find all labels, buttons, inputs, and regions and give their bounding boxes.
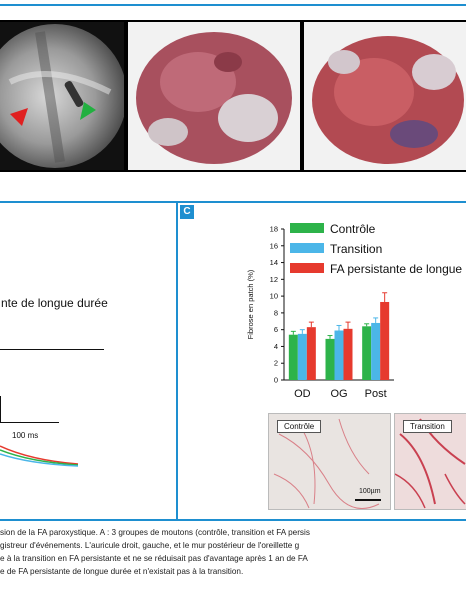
heart-photo-2 (304, 22, 466, 170)
histology-control-label: Contrôle (277, 420, 322, 433)
y-tick-label: 16 (270, 241, 278, 250)
bar (325, 338, 335, 380)
bar (297, 333, 307, 380)
bar (343, 328, 353, 380)
histology-transition-image: Transition (394, 413, 466, 510)
panel-b-series-label: nte de longue durée (1, 296, 108, 310)
green-arrow-marker (80, 102, 96, 120)
legend-swatch (290, 243, 324, 253)
panel-b-traces (0, 445, 79, 467)
y-tick-label: 0 (274, 376, 278, 385)
bar (362, 326, 372, 380)
x-tick-label: OG (330, 388, 347, 400)
caption-line-2: gistreur d'événements. L'auricule droit,… (0, 541, 300, 550)
panel-divider-line (176, 203, 178, 519)
bar (334, 330, 344, 380)
legend-label: Transition (330, 242, 382, 256)
x-tick-label: Post (365, 388, 387, 400)
section-divider-line (0, 201, 466, 203)
bar (306, 327, 316, 380)
bar (371, 322, 381, 380)
panel-bottom-line (0, 519, 466, 521)
panel-c-letter: C (180, 205, 194, 219)
red-arrow-marker (10, 108, 28, 126)
panel-b-baseline (0, 349, 104, 350)
y-axis-label: Fibrose en patch (%) (246, 269, 255, 339)
y-tick-label: 6 (274, 325, 278, 334)
caption-line-1: sion de la FA paroxystique. A : 3 groupe… (0, 528, 310, 537)
bar (380, 301, 390, 380)
bar (288, 334, 298, 380)
legend-label: Contrôle (330, 222, 376, 236)
y-tick-label: 4 (274, 342, 278, 351)
heart-photo-1 (128, 22, 300, 170)
y-tick-label: 10 (270, 292, 278, 301)
top-border-line (0, 4, 466, 6)
y-tick-label: 12 (270, 275, 278, 284)
caption-line-3: e à la transition en FA persistante et n… (0, 554, 308, 563)
fibrosis-bar-chart: Fibrose en patch (%) 0 2 4 6 8 10 12 14 16 18 OD OG P… (246, 222, 462, 400)
histology-scale-label: 100µm (359, 488, 381, 495)
legend-label: FA persistante de longue (330, 262, 462, 276)
panel-b-scale-label: 100 ms (12, 431, 39, 440)
panel-b-scale-bar (0, 396, 59, 423)
legend-swatch (290, 223, 324, 233)
histology-control-image: Contrôle 100µm (268, 413, 391, 510)
y-tick-label: 14 (270, 258, 278, 267)
y-tick-label: 2 (274, 359, 278, 368)
histology-transition-label: Transition (403, 420, 452, 433)
y-tick-label: 18 (270, 225, 278, 234)
y-tick-label: 8 (274, 308, 278, 317)
x-tick-label: OD (294, 388, 311, 400)
legend-swatch (290, 263, 324, 273)
figure-caption: sion de la FA paroxystique. A : 3 groupe… (0, 527, 466, 599)
caption-line-4: e de FA persistante de longue durée et n… (0, 567, 244, 576)
xray-image (0, 22, 124, 170)
